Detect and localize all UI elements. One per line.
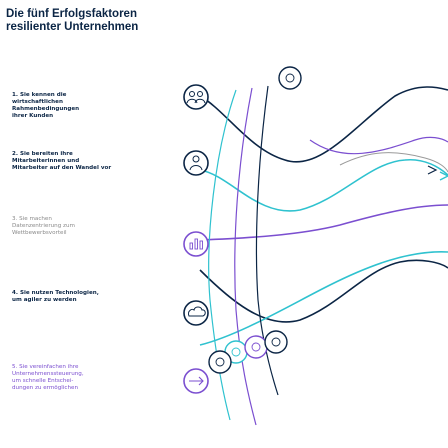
vertical-right-line <box>255 85 279 396</box>
factor-3-line: Datenzentrierung zum <box>12 223 75 229</box>
factor-5-line: um schnelle Entschei- <box>12 378 74 384</box>
factor-5-line: Unternehmenssteuerung, <box>12 371 84 377</box>
bar-chart-icon <box>183 231 209 257</box>
cloud-tech-icon <box>183 300 209 326</box>
purple-upper-wave-line <box>309 136 448 155</box>
vertical-left-line <box>208 89 237 421</box>
factor-1-line: ihrer Kunden <box>12 113 54 119</box>
small-circle-icon <box>244 335 268 359</box>
title-line-2: resilienter Unternehmen <box>6 21 139 33</box>
vertical-mid-line <box>234 87 257 426</box>
cyan-wave-line <box>199 158 448 212</box>
page-title: Die fünf Erfolgsfaktoren resilienter Unt… <box>6 8 138 34</box>
factor-1-line: wirtschaftlichen <box>12 99 63 105</box>
factor-5-line: 5. Sie vereinfachen ihre <box>12 364 79 370</box>
factor-4-line: 4. Sie nutzen Technologien, <box>12 290 99 296</box>
factor-1-line: 1. Sie kennen die <box>12 92 67 98</box>
people-network-icon <box>183 84 209 110</box>
gray-wave-line <box>339 152 448 173</box>
factor-2-line: Mitarbeiterinnen und <box>12 158 80 164</box>
small-circle-icon <box>208 350 232 374</box>
process-arrows-icon <box>183 368 209 394</box>
small-circle-icon <box>264 330 288 354</box>
navy-lower-wave-line <box>199 259 448 323</box>
factor-2-line: Mitarbeiter auf den Wandel vor <box>12 165 112 171</box>
factor-3-line: 3. Sie machen <box>12 216 52 222</box>
small-circle-icon <box>278 66 302 90</box>
factor-2: 2. Sie bereiten ihre Mitarbeiterinnen un… <box>12 151 160 172</box>
factor-2-line: 2. Sie bereiten ihre <box>12 151 73 157</box>
arrow-tip-icon <box>439 171 448 181</box>
factor-4: 4. Sie nutzen Technologien, um agiler zu… <box>12 290 160 304</box>
factor-1: 1. Sie kennen die wirtschaftlichen Rahme… <box>12 92 160 120</box>
cyan-lower-wave-line <box>199 251 448 346</box>
factor-5: 5. Sie vereinfachen ihre Unternehmensste… <box>12 364 160 392</box>
navy-wave-line <box>199 86 448 163</box>
factor-5-line: dungen zu ermöglichen <box>12 385 78 391</box>
title-line-1: Die fünf Erfolgsfaktoren <box>6 8 137 20</box>
factor-3: 3. Sie machen Datenzentrierung zum Wettb… <box>12 216 160 237</box>
arrow-tip-icon <box>427 165 438 175</box>
person-growth-icon <box>183 150 209 176</box>
factor-4-line: um agiler zu werden <box>12 297 77 303</box>
purple-wave-line <box>199 204 448 241</box>
factor-1-line: Rahmenbedingungen <box>12 106 80 112</box>
factor-3-line: Wettbewerbsvorteil <box>12 230 67 236</box>
